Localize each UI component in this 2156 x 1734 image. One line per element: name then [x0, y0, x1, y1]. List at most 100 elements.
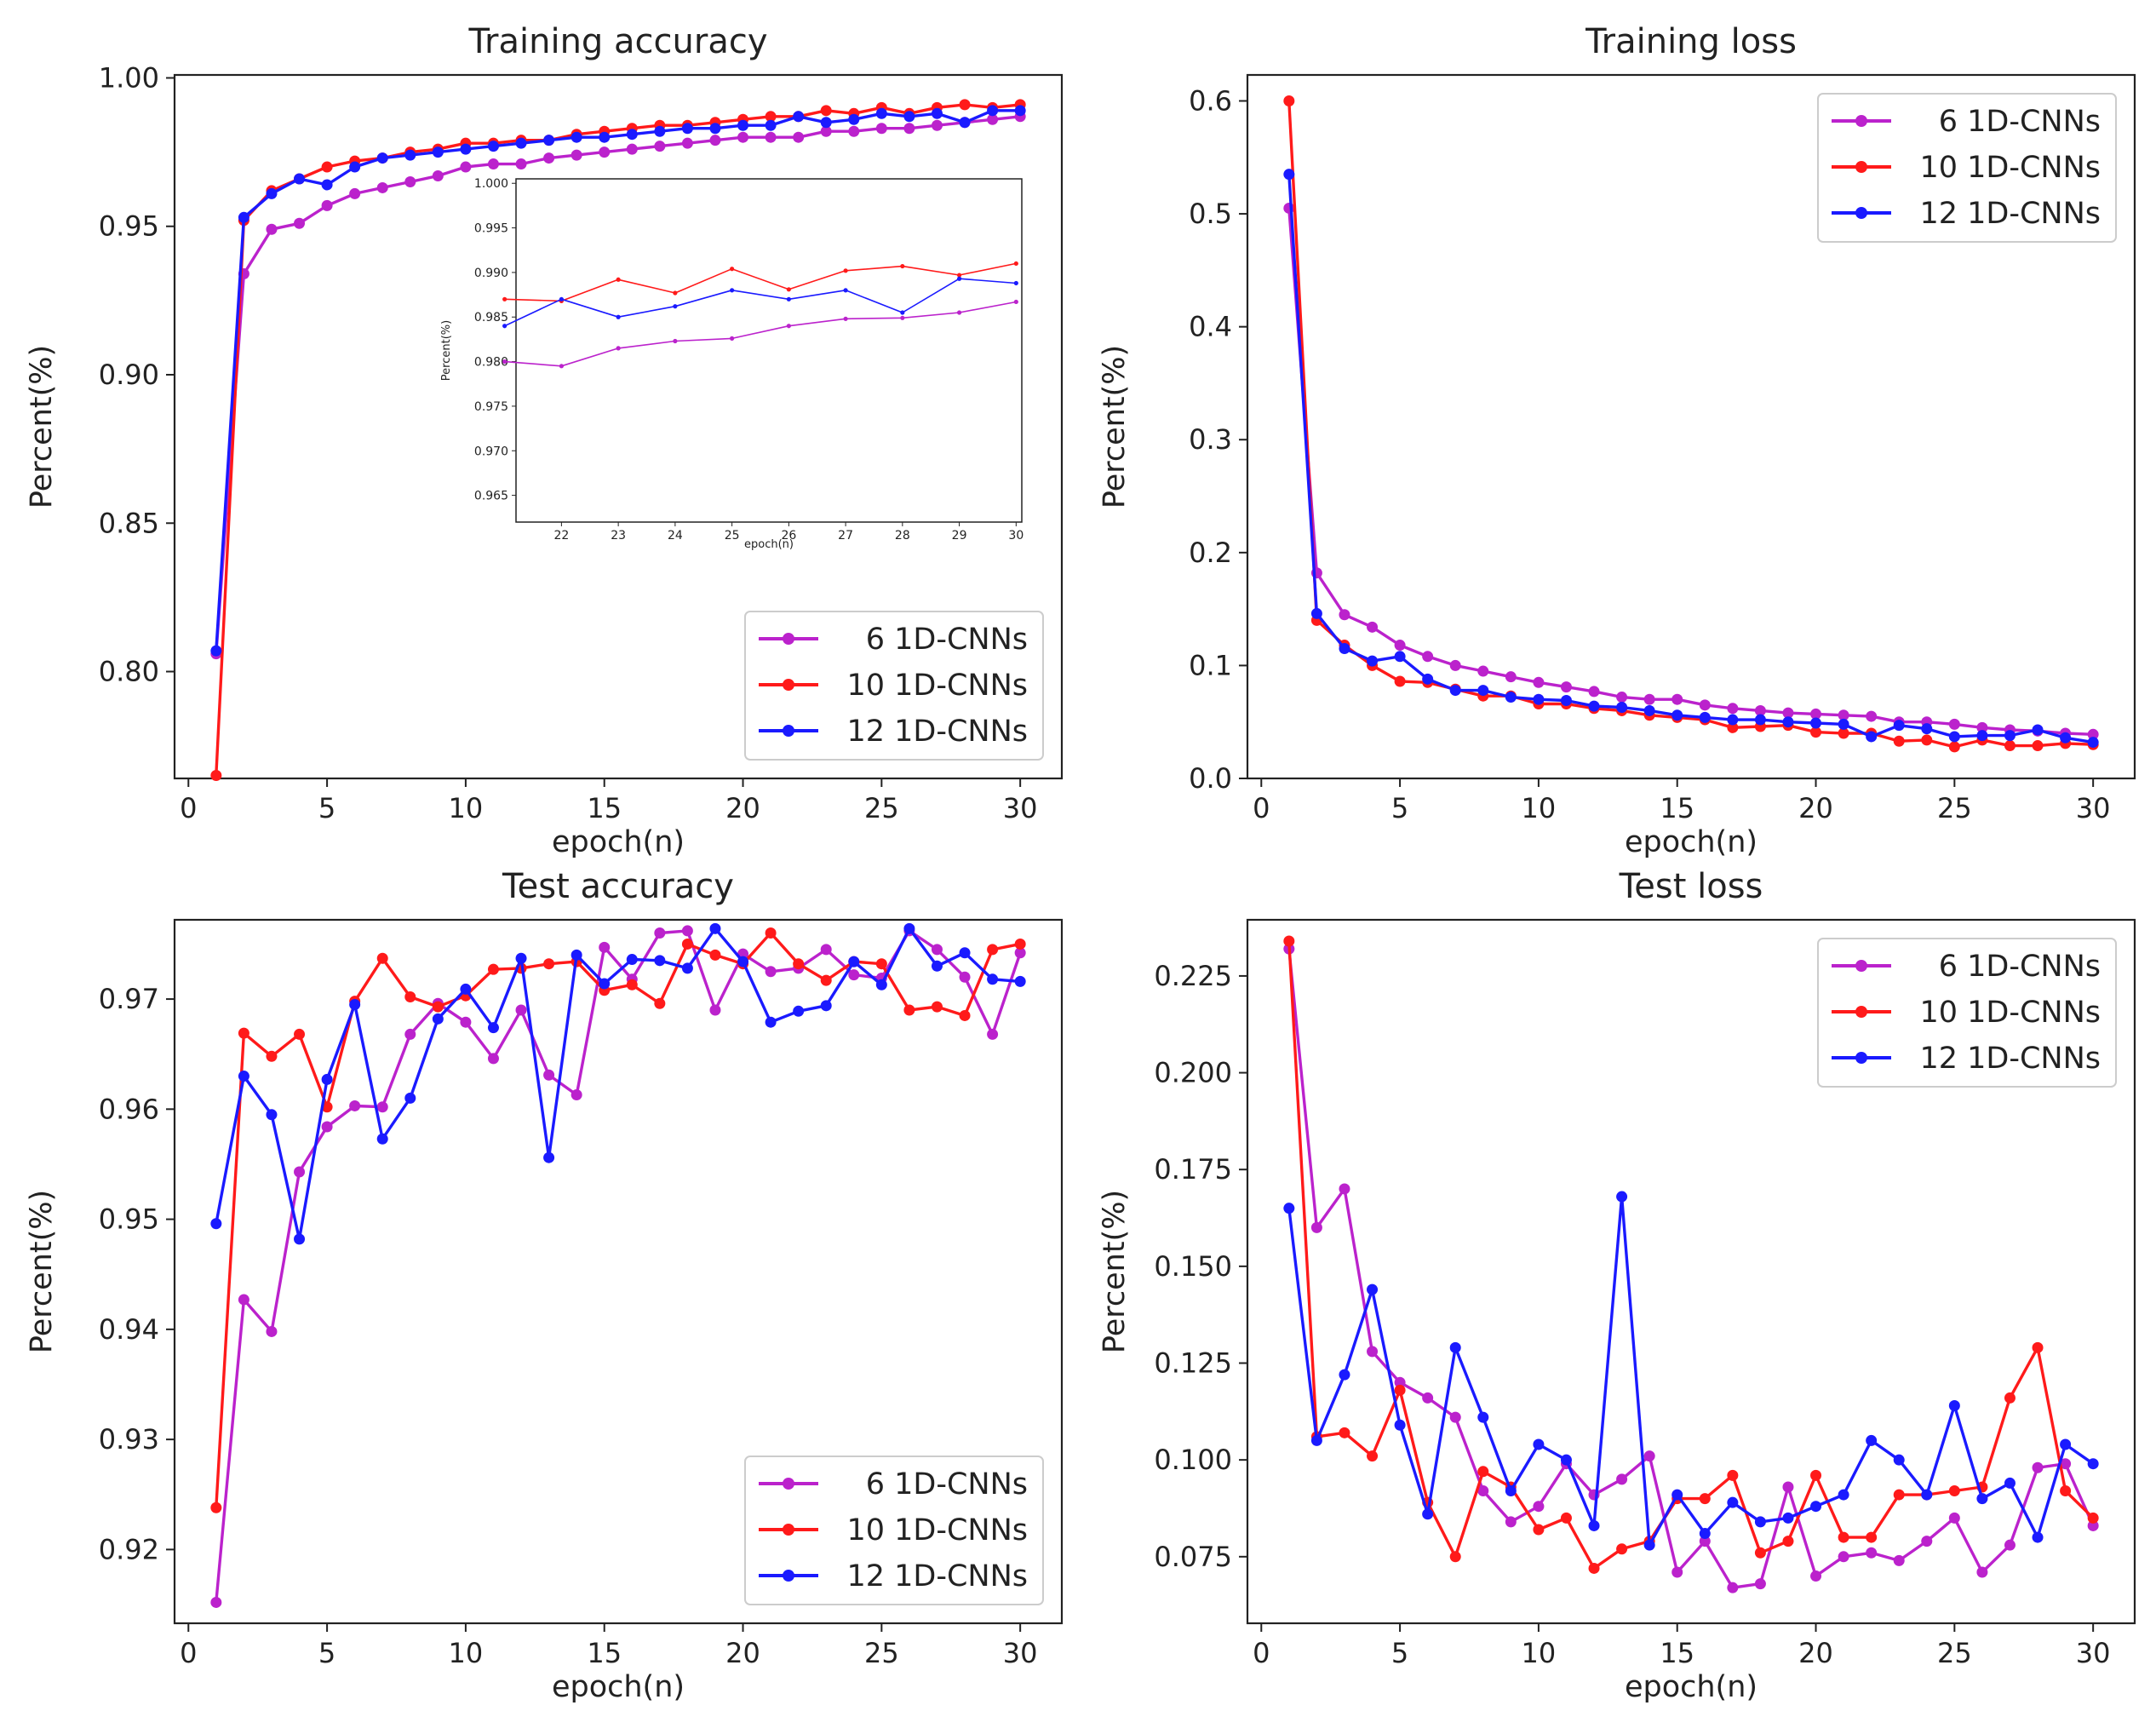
train_loss-series-10-point	[1727, 721, 1739, 733]
test_loss-series-6-point	[1422, 1392, 1434, 1404]
train_loss-series-12-point	[1699, 711, 1711, 723]
test_acc-series-12-point	[376, 1133, 388, 1145]
train_acc-xtick-label: 15	[587, 792, 622, 824]
train_acc-series-12-point	[404, 149, 416, 161]
train_acc_inset-series-10-point	[730, 267, 735, 272]
test_acc-series-12-point	[349, 999, 361, 1011]
test_acc-xtick-label: 25	[864, 1637, 899, 1669]
train_acc-series-6-point	[294, 217, 306, 229]
test_acc-series-10-point	[959, 1009, 971, 1021]
test_acc-series-10-point	[793, 958, 805, 970]
train_acc_inset-series-6-point	[1013, 299, 1018, 305]
test_acc-series-10-point	[294, 1028, 306, 1040]
train_acc_inset-ytick-label: 0.980	[474, 356, 508, 370]
test_loss-series-6-point	[1449, 1411, 1461, 1423]
test_loss-series-12-point	[1477, 1411, 1489, 1423]
train_acc-xtick-label: 10	[449, 792, 484, 824]
test_loss-series-10-point	[1699, 1493, 1711, 1505]
test_loss-series-12-point	[1616, 1191, 1628, 1203]
train_loss-xtick-label: 25	[1937, 792, 1972, 824]
train_loss-series-6-point	[1838, 709, 1849, 721]
test_acc-ytick-label: 0.93	[99, 1423, 159, 1456]
test_acc-series-12-point	[266, 1109, 278, 1121]
test_loss-series-6-point	[2004, 1539, 2016, 1551]
train_acc_inset-series-6-point	[843, 316, 848, 321]
train_acc-series-6-point	[487, 158, 499, 170]
test_loss-series-10-point	[1339, 1427, 1350, 1438]
test_loss-series-10-point	[1533, 1524, 1545, 1536]
test_loss-series-12-point	[1838, 1489, 1849, 1501]
train_acc_inset-series-12-point	[786, 296, 791, 301]
train_acc_inset-xtick-label: 25	[725, 529, 740, 543]
train_loss-series-12-point	[1948, 731, 1960, 743]
train_loss-series-6-point	[1533, 676, 1545, 688]
train_loss-legend-marker-12	[1855, 207, 1867, 219]
test_acc-ytick-label: 0.94	[99, 1313, 159, 1346]
test_loss-series-10-point	[1367, 1450, 1379, 1462]
train_acc-series-12-point	[376, 152, 388, 164]
train_acc-series-12-point	[681, 123, 693, 135]
train_loss-xlabel: epoch(n)	[1625, 825, 1757, 859]
test_loss-legend-marker-10	[1855, 1006, 1867, 1018]
test_acc-series-10-point	[487, 963, 499, 975]
test_acc-series-6-point	[959, 971, 971, 983]
test_loss-legend-label: 12 1D-CNNs	[1919, 1042, 2101, 1076]
train_acc_inset-ytick-label: 0.995	[474, 222, 508, 236]
train_loss-series-12-point	[1394, 651, 1406, 663]
train_acc-series-6-point	[987, 113, 999, 125]
test_loss-series-12-point	[1283, 1203, 1295, 1214]
test_loss-series-10-point	[2004, 1392, 2016, 1404]
test_acc-series-10-point	[432, 1001, 444, 1013]
train_acc-legend-label: 6 1D-CNNs	[866, 623, 1028, 657]
test_acc-series-6-point	[460, 1016, 472, 1028]
train_acc-ylabel: Percent(%)	[25, 345, 59, 508]
train_acc-series-10-point	[959, 99, 971, 111]
train_acc_inset-series-10-point	[616, 277, 621, 282]
train_acc-ytick-label: 1.00	[99, 61, 159, 94]
test_acc-series-12-point	[709, 922, 721, 934]
train_loss-series-10-point	[1948, 741, 1960, 753]
train_acc_inset-series-12-point	[502, 324, 507, 329]
test_acc-series-12-point	[404, 1092, 416, 1104]
train_loss-ytick-label: 0.0	[1189, 762, 1232, 795]
test_loss-series-12-point	[1671, 1489, 1683, 1501]
train_acc-ytick-label: 0.90	[99, 359, 159, 391]
test_loss-xlabel: epoch(n)	[1625, 1670, 1757, 1704]
train_loss-series-12-point	[2060, 732, 2072, 744]
train_loss-series-12-point	[1310, 607, 1322, 619]
train_acc_inset-ytick-label: 0.970	[474, 445, 508, 458]
test_loss-ytick-label: 0.075	[1154, 1541, 1232, 1573]
train_loss-xtick-label: 5	[1391, 792, 1408, 824]
train_acc_inset-series-12-point	[843, 288, 848, 293]
train_acc-legend-label: 12 1D-CNNs	[846, 715, 1028, 749]
train_acc-legend-marker-10	[783, 679, 794, 691]
train_acc-legend-marker-6	[783, 633, 794, 645]
train_loss-xtick-label: 10	[1522, 792, 1557, 824]
test_acc-series-12-point	[820, 1000, 832, 1012]
test_loss-series-6-point	[1727, 1582, 1739, 1593]
train_acc-series-12-point	[460, 143, 472, 155]
test_loss-xtick-label: 25	[1937, 1637, 1972, 1669]
train_loss-xtick-label: 30	[2076, 792, 2111, 824]
train_acc-series-6-point	[654, 141, 666, 152]
test_acc-series-6-point	[1014, 947, 1026, 959]
train_acc-series-10-point	[765, 111, 777, 123]
test_loss-series-6-point	[2087, 1519, 2099, 1531]
test_acc-series-12-point	[210, 1218, 222, 1230]
test_acc-series-12-point	[959, 947, 971, 959]
train_acc-series-6-point	[737, 131, 749, 143]
test_acc-series-10-point	[210, 1501, 222, 1513]
train_loss-title: Training loss	[1585, 22, 1797, 61]
test_loss-series-12-point	[2060, 1438, 2072, 1450]
train_loss-ytick-label: 0.6	[1189, 84, 1232, 117]
test_acc-series-10-point	[266, 1050, 278, 1062]
train_loss-panel: 0 5 10 15 20 25 30 0.0 0.1 0.2 0.3 0.4 0.5 0.6 epoch(n…	[1098, 22, 2136, 859]
test_acc-legend-marker-12	[783, 1570, 794, 1582]
train_loss-xtick-label: 0	[1253, 792, 1270, 824]
test_loss-series-12-point	[1643, 1539, 1655, 1551]
test_loss-series-6-point	[1367, 1346, 1379, 1358]
test_acc-series-12-point	[681, 962, 693, 974]
test_acc-series-12-point	[543, 1151, 555, 1163]
test_acc-series-10-point	[543, 958, 555, 970]
train_acc_inset-series-6-point	[673, 338, 678, 344]
